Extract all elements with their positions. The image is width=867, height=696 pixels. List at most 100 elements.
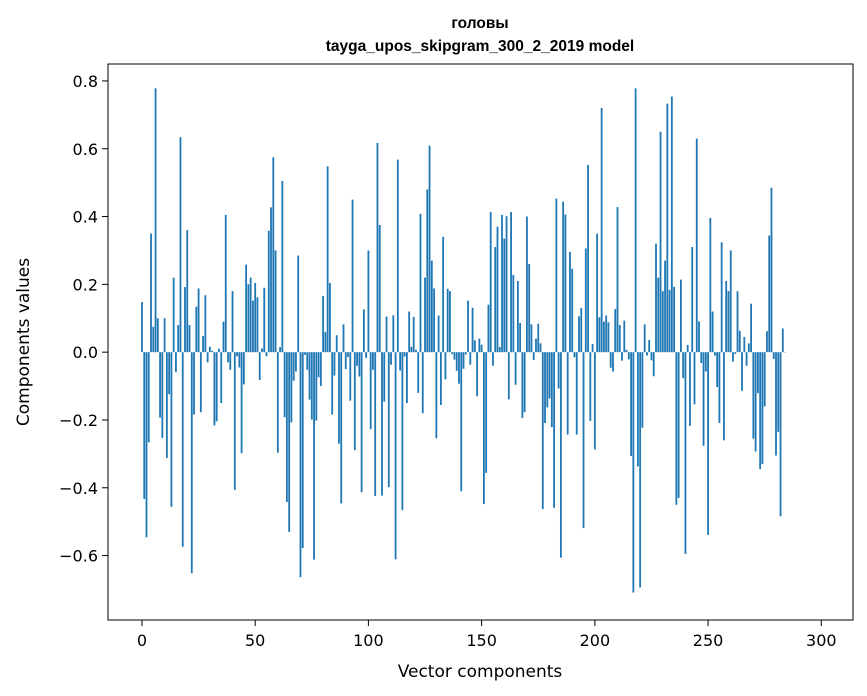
bar-68 [295, 352, 297, 372]
bar-143 [464, 352, 467, 355]
bar-121 [415, 349, 417, 353]
bar-99 [365, 352, 368, 358]
x-tick-label: 0 [137, 631, 147, 650]
bar-256 [720, 242, 723, 353]
bar-161 [505, 216, 508, 353]
bar-211 [618, 325, 621, 353]
bar-126 [426, 189, 429, 353]
y-tick-label: 0.6 [73, 140, 98, 159]
bar-7 [156, 318, 159, 353]
bar-149 [478, 338, 481, 353]
bar-35 [220, 352, 223, 404]
bar-52 [258, 352, 261, 380]
bar-55 [265, 352, 268, 357]
bar-144 [467, 300, 469, 353]
bar-142 [462, 352, 465, 369]
bar-128 [430, 260, 433, 353]
bar-105 [378, 225, 381, 353]
bar-139 [455, 352, 458, 371]
bar-79 [319, 352, 322, 387]
bar-5 [152, 326, 155, 353]
bar-29 [206, 352, 209, 363]
bar-252 [711, 311, 714, 353]
bar-280 [775, 352, 777, 456]
bar-22 [190, 352, 193, 574]
bar-258 [725, 280, 728, 353]
bar-6 [154, 88, 157, 353]
bar-125 [424, 277, 426, 353]
bar-281 [777, 352, 780, 432]
bar-148 [476, 352, 479, 397]
bar-62 [281, 180, 284, 353]
bar-30 [208, 346, 211, 353]
y-tick-label: 0.4 [73, 208, 98, 227]
bar-167 [519, 323, 522, 353]
bar-8 [159, 352, 161, 418]
bar-184 [557, 352, 560, 389]
bar-208 [612, 352, 614, 372]
bar-223 [646, 352, 648, 356]
bar-37 [224, 214, 227, 353]
x-axis-ticks: 0 50 100 150 200 250 300 [137, 620, 837, 650]
bar-194 [580, 308, 583, 353]
bar-82 [326, 166, 329, 353]
bar-39 [229, 352, 232, 370]
bar-214 [625, 349, 628, 353]
bar-59 [274, 250, 277, 353]
x-axis-label: Vector components [398, 662, 563, 682]
bar-192 [575, 352, 578, 435]
bar-265 [741, 352, 743, 391]
bar-169 [523, 352, 526, 413]
bar-222 [643, 324, 646, 353]
bar-229 [659, 131, 662, 353]
bar-108 [385, 316, 388, 353]
bar-168 [521, 352, 524, 418]
bar-266 [743, 336, 746, 353]
bar-242 [689, 352, 691, 426]
x-tick-label: 100 [353, 631, 384, 650]
bar-202 [598, 317, 601, 353]
bar-17 [179, 137, 182, 353]
bar-66 [290, 352, 293, 423]
bar-264 [738, 330, 741, 353]
bar-123 [419, 213, 422, 353]
bar-146 [471, 307, 474, 353]
bar-250 [707, 352, 709, 535]
bar-86 [335, 335, 338, 353]
y-tick-label: 0.8 [73, 72, 98, 91]
bar-155 [492, 352, 494, 366]
bar-279 [772, 352, 775, 359]
bar-94 [353, 352, 356, 451]
bar-248 [702, 352, 705, 446]
bar-170 [526, 216, 528, 353]
bar-247 [700, 352, 703, 364]
bar-173 [532, 352, 535, 360]
bar-215 [627, 352, 630, 360]
bar-273 [759, 352, 762, 470]
bar-246 [698, 321, 700, 353]
bar-93 [351, 199, 354, 353]
bar-153 [487, 304, 490, 353]
bar-175 [537, 323, 540, 353]
bar-133 [442, 236, 445, 353]
bar-271 [754, 352, 757, 452]
bar-174 [535, 338, 537, 353]
bar-58 [272, 157, 275, 353]
bar-14 [172, 277, 175, 353]
bar-225 [650, 352, 653, 361]
bar-77 [315, 352, 318, 421]
bar-44 [240, 352, 243, 454]
bar-185 [559, 352, 562, 558]
bar-19 [184, 287, 186, 353]
bar-70 [299, 352, 302, 578]
bar-245 [695, 138, 698, 353]
bar-42 [236, 352, 238, 357]
bar-209 [614, 309, 617, 353]
bar-127 [428, 145, 431, 353]
bar-24 [195, 306, 198, 353]
bar-232 [666, 103, 669, 353]
bar-112 [394, 352, 397, 560]
bar-201 [596, 233, 599, 353]
bar-113 [396, 159, 399, 353]
bar-65 [288, 352, 291, 532]
